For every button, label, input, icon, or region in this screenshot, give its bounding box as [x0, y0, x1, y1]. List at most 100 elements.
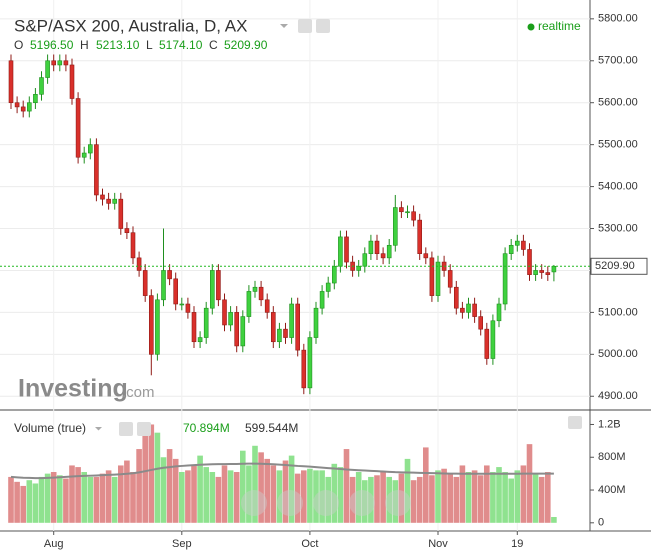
candle-body	[295, 303, 301, 351]
volume-bar	[349, 476, 356, 523]
candle-body	[551, 265, 557, 273]
settings-button[interactable]	[298, 19, 312, 33]
volume-bar	[264, 458, 270, 523]
volume-bar	[118, 465, 124, 523]
y2-tick-label: 800M	[598, 451, 626, 463]
candle-body	[338, 236, 343, 267]
reset[interactable]	[313, 490, 339, 516]
candle-body	[69, 64, 75, 99]
candle-body	[124, 228, 130, 234]
candle-body	[246, 291, 252, 317]
volume-bar	[392, 480, 399, 523]
logo-suffix: .com	[122, 384, 155, 401]
candle-body	[45, 60, 50, 78]
candle-body	[325, 282, 331, 292]
volume-bar	[154, 432, 161, 523]
candle-body	[490, 320, 496, 359]
volume-bar	[313, 470, 319, 523]
volume-bar	[490, 472, 496, 523]
candle-body	[289, 303, 294, 338]
candle-body	[112, 198, 117, 204]
volume-bar	[252, 445, 258, 523]
volume-bar	[532, 473, 539, 523]
volume-bar	[423, 447, 429, 523]
candle-body	[508, 244, 514, 254]
volume-bar	[105, 470, 112, 523]
candle-body	[216, 270, 221, 301]
y-tick-label: 5100.00	[598, 306, 638, 318]
volume-bar	[307, 468, 313, 523]
volume-bar	[520, 465, 527, 523]
candle-body	[197, 337, 203, 343]
candle-body	[26, 102, 32, 112]
candle-body	[258, 286, 264, 301]
candle-body	[527, 249, 532, 275]
candle-body	[106, 198, 111, 204]
candle-body	[185, 303, 191, 313]
y-tick-label: 5700.00	[598, 55, 638, 67]
volume-bar	[288, 455, 295, 523]
candle-body	[399, 207, 404, 213]
candle-body	[191, 312, 197, 343]
volume-bar	[526, 444, 533, 523]
candle-body	[362, 253, 368, 267]
scroll-right[interactable]	[385, 490, 411, 516]
close-button[interactable]	[316, 19, 330, 33]
zoom-in[interactable]	[349, 490, 375, 516]
volume-ma-line	[10, 462, 554, 480]
candle-body	[356, 265, 362, 271]
zoom-out[interactable]	[277, 490, 303, 516]
volume-bar	[447, 473, 453, 523]
candle-body	[264, 299, 270, 313]
volume-bar	[337, 467, 344, 523]
legend-c-label: C	[209, 38, 218, 52]
label-layer: 4900.005000.005100.005200.005300.005400.…	[44, 13, 648, 550]
legend-c: 5209.90	[224, 38, 268, 52]
candle-body	[161, 270, 166, 301]
candle-body	[81, 152, 87, 158]
realtime-label: realtime	[538, 19, 581, 33]
volume-bar	[44, 473, 51, 523]
volume-bar	[215, 476, 222, 523]
dropdown-arrow[interactable]	[280, 24, 288, 28]
candle-body	[277, 328, 282, 343]
x-tick-label: Oct	[301, 538, 318, 550]
candle-body	[283, 328, 288, 338]
volume-bar	[69, 465, 75, 523]
candle-body	[460, 307, 465, 313]
maximize-button[interactable]	[568, 416, 582, 429]
volume-close[interactable]	[137, 422, 151, 436]
candle-body	[417, 219, 423, 254]
volume-bar	[496, 467, 502, 523]
volume-bar	[75, 467, 81, 523]
candle-body	[514, 240, 520, 246]
volume-bar	[325, 476, 331, 523]
candle-body	[307, 337, 313, 389]
candle-body	[429, 257, 435, 296]
volume-bar	[368, 476, 374, 523]
candle-body	[167, 270, 172, 280]
y2-tick-label: 0	[598, 517, 604, 529]
y-tick-label: 5500.00	[598, 139, 638, 151]
legend-l-label: L	[146, 38, 153, 52]
candle-body	[142, 270, 148, 296]
candle-body	[8, 60, 14, 104]
volume-bar	[435, 470, 441, 523]
volume-dropdown[interactable]	[95, 427, 102, 431]
candle-body	[392, 207, 398, 246]
x-tick-label: Nov	[428, 538, 448, 550]
volume-settings[interactable]	[119, 422, 133, 436]
volume-bar	[63, 478, 69, 523]
candle-body	[319, 291, 325, 309]
volume-bar	[276, 470, 283, 523]
scroll-left[interactable]	[241, 490, 267, 516]
volume-bar	[484, 465, 490, 523]
y2-tick-label: 400M	[598, 484, 626, 496]
volume-bar	[453, 476, 460, 523]
candle-body	[466, 303, 471, 313]
volume-bar	[374, 475, 380, 523]
candle-body	[234, 312, 239, 347]
volume-bar	[197, 455, 203, 523]
candle-body	[228, 312, 233, 326]
